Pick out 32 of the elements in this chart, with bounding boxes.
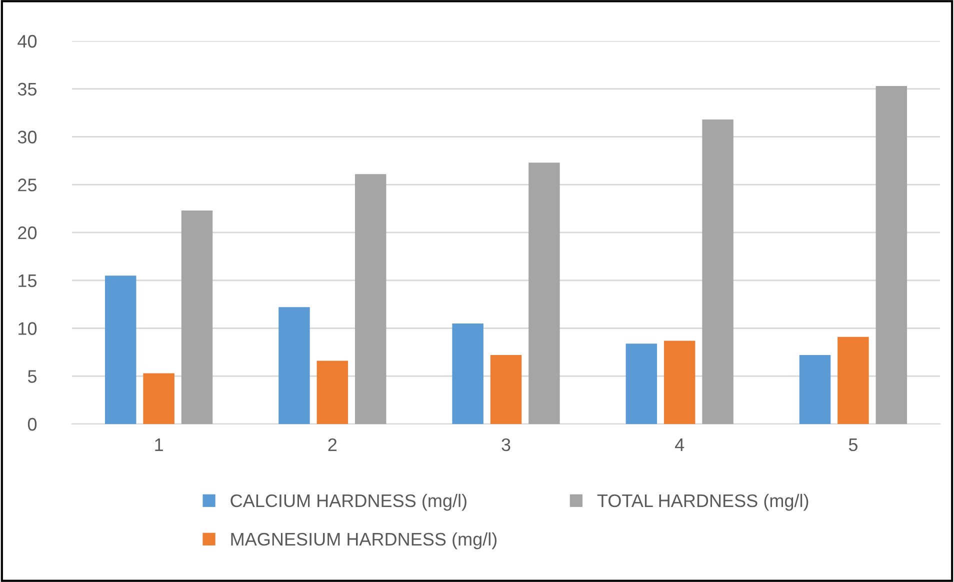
- x-tick-label: 3: [502, 438, 510, 452]
- bar: [354, 174, 386, 424]
- bar: [104, 276, 136, 424]
- y-tick-label: 35: [18, 82, 37, 96]
- legend-label: MAGNESIUM HARDNESS (mg/l): [231, 532, 497, 550]
- bar: [452, 323, 484, 424]
- bar: [876, 86, 908, 424]
- bar: [664, 340, 696, 424]
- y-tick-label: 0: [28, 418, 37, 431]
- bar: [626, 344, 658, 424]
- x-tick-label: 5: [848, 438, 858, 452]
- y-tick-label: 20: [18, 226, 37, 240]
- legend-label: CALCIUM HARDNESS (mg/l): [230, 494, 466, 511]
- bar: [490, 355, 522, 424]
- y-tick-label: 5: [28, 370, 37, 383]
- bar: [702, 120, 734, 424]
- y-tick-label: 30: [18, 130, 37, 144]
- x-tick-label: 4: [674, 438, 684, 451]
- bar: [181, 210, 213, 424]
- bar: [316, 360, 348, 424]
- x-tick-label: 1: [155, 438, 163, 451]
- y-tick-label: 40: [18, 34, 37, 48]
- x-tick-label: 2: [328, 438, 337, 451]
- bar: [278, 307, 310, 424]
- y-tick-label: 15: [18, 274, 37, 288]
- bar: [143, 373, 174, 424]
- y-tick-label: 25: [18, 178, 37, 192]
- bar: [799, 355, 831, 424]
- bar: [528, 162, 560, 424]
- y-tick-label: 10: [18, 322, 37, 335]
- bar: [838, 336, 869, 424]
- legend-label: TOTAL HARDNESS (mg/l): [597, 494, 808, 511]
